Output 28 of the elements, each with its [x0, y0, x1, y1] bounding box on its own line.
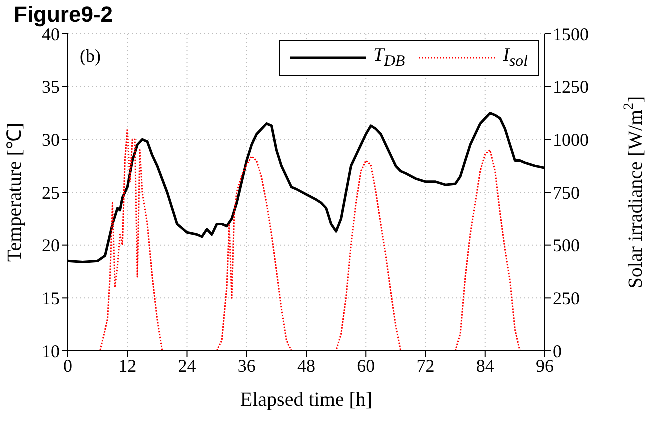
y-tick-label: 30: [42, 130, 60, 150]
y-tick-label: 20: [42, 236, 60, 256]
y-tick-label: 25: [42, 182, 60, 203]
x-tick-label: 12: [118, 356, 137, 376]
y2-tick-label: 500: [553, 236, 580, 256]
annotation: (b): [80, 46, 101, 67]
y-tick-label: 10: [42, 341, 60, 362]
x-tick-label: 36: [238, 356, 256, 376]
y2-tick-label: 1500: [553, 24, 589, 44]
legend-label: T$_{DB}$: [374, 45, 406, 71]
x-tick-label: 72: [416, 356, 435, 376]
y2-tick-label: 1250: [553, 77, 589, 98]
y2-tick-label: 250: [553, 288, 580, 309]
y-axis-title: Temperature [℃]: [4, 122, 26, 262]
y2-tick-label: 1000: [553, 130, 589, 150]
x-tick-label: 24: [178, 356, 196, 376]
x-tick-label: 0: [64, 356, 72, 376]
x-axis-title: Elapsed time [h]: [240, 389, 373, 411]
chart-title: Figure9-2: [14, 2, 114, 28]
y2-tick-label: 0: [553, 341, 562, 362]
y2-tick-label: 750: [553, 182, 580, 203]
x-tick-label: 60: [357, 356, 376, 376]
x-tick-label: 84: [476, 356, 494, 376]
legend-label: I$_{sol}$: [503, 45, 528, 71]
x-tick-label: 48: [298, 356, 316, 376]
y-tick-label: 35: [42, 77, 60, 98]
x-tick-label: 96: [536, 356, 554, 376]
y-tick-label: 15: [42, 288, 60, 309]
